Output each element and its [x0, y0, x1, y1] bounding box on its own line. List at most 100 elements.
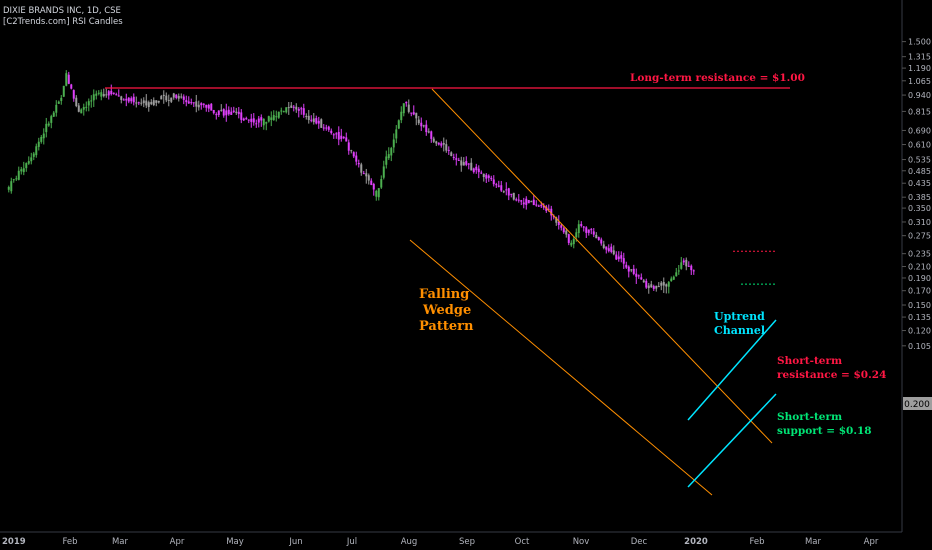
candle-body — [430, 131, 433, 139]
candle-body — [287, 107, 290, 109]
candle-body — [32, 153, 35, 157]
candle-body — [20, 169, 23, 172]
candle-body — [172, 93, 175, 98]
candle-body — [45, 123, 48, 133]
candle-body — [85, 106, 88, 108]
candle-body — [690, 265, 693, 271]
candle-body — [115, 94, 118, 96]
short-term-resistance-label-line1: Short-term — [777, 355, 842, 367]
uptrend-channel-label-line1: Uptrend — [714, 310, 765, 323]
candle-body — [300, 108, 303, 110]
candle-body — [650, 284, 653, 288]
candle-body — [607, 248, 610, 252]
candle-body — [100, 92, 103, 97]
last-price-label: 0.200 — [904, 400, 930, 410]
candle-body — [475, 166, 478, 171]
price-tick-label: 0.535 — [908, 156, 931, 165]
price-tick-label: 0.350 — [908, 204, 931, 213]
candle-body — [187, 101, 190, 104]
candle-body — [185, 100, 188, 103]
candle-body — [662, 282, 665, 286]
time-axis[interactable]: 2019 Feb Mar Apr May Jun Jul Aug Sep Oct Nov Dec 202… — [2, 537, 879, 547]
price-tick-label: 0.310 — [908, 218, 931, 227]
candle-body — [120, 96, 123, 100]
time-tick-label: Sep — [459, 537, 475, 547]
candle-body — [342, 137, 345, 139]
candle-body — [222, 109, 225, 116]
price-tick-label: 1.190 — [908, 64, 931, 73]
candle-body — [105, 94, 108, 96]
candle-body — [602, 244, 605, 248]
candle-body — [7, 187, 10, 190]
candle-body — [547, 208, 550, 210]
candle-body — [495, 184, 498, 186]
candle-body — [512, 192, 515, 200]
candle-body — [365, 173, 368, 177]
short-term-support-label-line2: support = $0.18 — [777, 425, 872, 437]
candle-body — [480, 172, 483, 174]
candle-body — [125, 98, 128, 101]
price-tick-label: 0.940 — [908, 91, 931, 100]
candle-body — [360, 164, 363, 173]
candle-body — [257, 118, 260, 123]
candle-body — [590, 229, 593, 231]
candle-body — [615, 254, 618, 260]
candle-body — [202, 103, 205, 105]
candle-body — [127, 97, 130, 102]
candle-body — [327, 126, 330, 130]
candle-body — [450, 152, 453, 157]
candle-body — [490, 177, 493, 180]
candle-body — [267, 116, 270, 122]
candle-body — [352, 152, 355, 157]
channel-upper-line — [687, 319, 777, 421]
candle-body — [317, 120, 320, 124]
price-tick-label: 0.275 — [908, 232, 931, 241]
candle-body — [110, 90, 113, 95]
candle-body — [455, 158, 458, 160]
candle-body — [190, 102, 193, 104]
candle-body — [305, 116, 308, 118]
candle-body — [332, 134, 335, 136]
candle-body — [175, 94, 178, 98]
candle-body — [585, 227, 588, 233]
price-tick-label: 1.065 — [908, 77, 931, 86]
candle-body — [77, 105, 80, 112]
long-term-resistance-label: Long-term resistance = $1.00 — [630, 72, 805, 84]
candle-body — [137, 102, 140, 104]
candle-body — [595, 234, 598, 239]
candle-body — [385, 156, 388, 165]
candle-body — [340, 135, 343, 139]
candle-body — [62, 85, 65, 97]
candle-body — [272, 115, 275, 121]
candle-body — [630, 269, 633, 271]
candle-body — [307, 115, 310, 121]
indicator-title[interactable]: [C2Trends.com] RSI Candles — [3, 17, 123, 27]
candle-body — [680, 262, 683, 269]
price-tick-label: 0.610 — [908, 141, 931, 150]
candle-body — [152, 100, 155, 106]
time-tick-label: Feb — [62, 537, 77, 547]
candle-body — [150, 102, 153, 105]
candle-body — [345, 137, 348, 142]
price-tick-label: 0.135 — [908, 313, 931, 322]
candle-body — [107, 91, 110, 96]
price-axis[interactable]: 1.500 1.315 1.190 1.065 0.940 0.815 0.690 0.610… — [902, 38, 931, 351]
candle-body — [245, 118, 248, 120]
candle-body — [55, 104, 58, 113]
candle-body — [535, 204, 538, 206]
candle-body — [180, 96, 183, 98]
candle-body — [337, 131, 340, 140]
candle-body — [402, 103, 405, 114]
candle-body — [427, 131, 430, 133]
candle-body — [570, 242, 573, 246]
candle-body — [652, 286, 655, 289]
price-tick-label: 0.210 — [908, 263, 931, 272]
candle-body — [452, 156, 455, 158]
symbol-title[interactable]: DIXIE BRANDS INC, 1D, CSE — [3, 6, 121, 16]
candle-body — [492, 179, 495, 185]
last-price-badge — [903, 397, 932, 410]
time-tick-label: Oct — [515, 537, 530, 547]
candle-body — [422, 125, 425, 127]
candle-body — [135, 102, 138, 104]
